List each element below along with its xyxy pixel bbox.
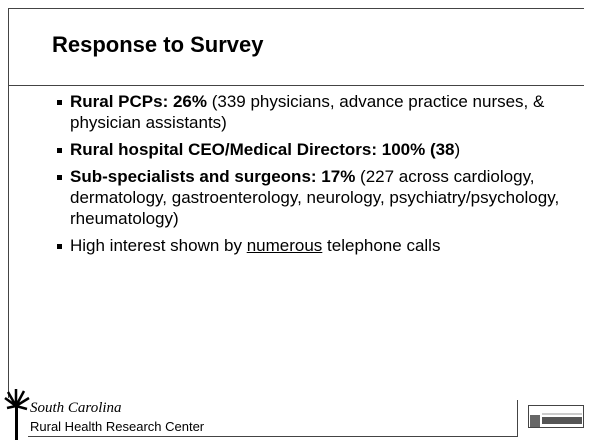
bullet: Rural PCPs: 26% (339 physicians, advance… [56,91,566,133]
bullet: Rural hospital CEO/Medical Directors: 10… [56,139,566,160]
bullet-text: (339 physicians, advance practice nurses… [70,92,545,132]
bullet-text: numerous [246,236,323,255]
bullet-text: High interest shown by [70,236,247,255]
footer-line [517,400,518,436]
bullet-text: Sub-specialists and surgeons: 17% [70,167,356,186]
bullet: High interest shown by numerous telephon… [56,235,566,256]
title-frame [8,8,584,86]
footer-line [28,436,518,437]
bullet-text: (227 across cardiology, dermatology, gas… [70,167,560,228]
bullet-text: telephone calls [322,236,441,255]
bullet: Sub-specialists and surgeons: 17% (227 a… [56,166,566,229]
bullet-text: Rural hospital CEO/Medical Directors: 10… [70,140,455,159]
frame-line [8,86,9,398]
bullet-list: Rural PCPs: 26% (339 physicians, advance… [56,91,566,262]
footer-state: South Carolina [30,400,122,416]
palm-icon [4,389,30,440]
logo [528,405,584,428]
footer-center: Rural Health Research Center [30,419,205,434]
slide-title: Response to Survey [52,32,264,57]
bullet-text: Rural PCPs: 26% [70,92,207,111]
bullet-text: ) [454,140,461,159]
